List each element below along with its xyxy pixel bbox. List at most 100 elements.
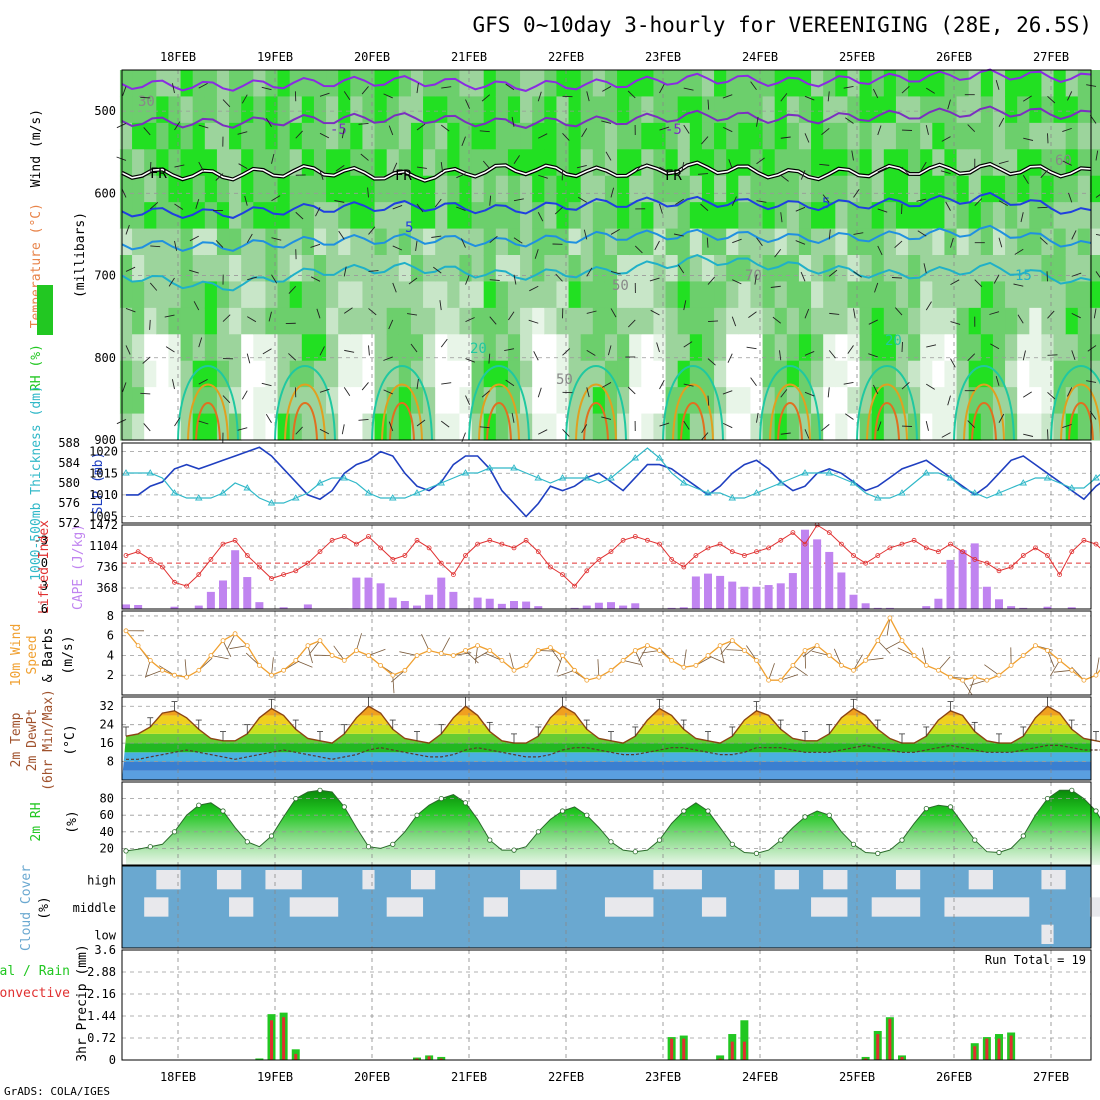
rh-cell bbox=[823, 413, 836, 441]
wind-point bbox=[972, 674, 978, 680]
rh-point bbox=[414, 812, 420, 818]
wind-barb bbox=[416, 123, 426, 131]
wind-barb bbox=[1020, 212, 1024, 223]
wind-barb bbox=[800, 271, 806, 282]
wind-barb bbox=[780, 212, 783, 223]
thickness-point bbox=[995, 489, 1003, 496]
wind-barb bbox=[222, 314, 231, 322]
precip-tick-label: 3.6 bbox=[94, 943, 116, 957]
rh-cell bbox=[253, 70, 267, 98]
rh-cell bbox=[956, 255, 970, 283]
rh-cell bbox=[556, 255, 570, 283]
rh-cell bbox=[811, 413, 824, 441]
rh-cell bbox=[956, 360, 970, 388]
rh-cell bbox=[544, 281, 558, 309]
wind-barb bbox=[316, 308, 321, 319]
wind-point bbox=[669, 658, 674, 663]
rh-cell bbox=[823, 387, 836, 415]
rh-cell bbox=[774, 70, 788, 98]
lifted-point bbox=[256, 564, 262, 570]
wind-barb bbox=[780, 674, 799, 681]
rh-cell bbox=[956, 281, 970, 309]
rh-cell bbox=[265, 175, 279, 203]
rh-cell bbox=[338, 413, 351, 441]
rh-cell bbox=[350, 413, 364, 441]
cloud-clear-patch bbox=[483, 897, 508, 917]
wind-point bbox=[948, 674, 953, 680]
rh-cell bbox=[374, 96, 388, 124]
rh-point bbox=[171, 829, 178, 835]
wind-barb bbox=[198, 161, 204, 172]
rh-cell bbox=[520, 360, 533, 388]
wind-barb bbox=[335, 165, 345, 172]
temperature-frame bbox=[121, 696, 1092, 781]
thickness-point bbox=[485, 464, 494, 471]
date-label-bottom: 19FEB bbox=[257, 1070, 293, 1084]
wind-barb bbox=[198, 337, 203, 348]
wind-barb bbox=[1062, 160, 1072, 166]
rh-cell bbox=[859, 334, 873, 362]
rh-cell bbox=[932, 360, 946, 388]
rh-cell bbox=[1041, 175, 1055, 203]
rh-cell bbox=[398, 122, 412, 150]
wind-barb bbox=[358, 122, 369, 125]
rh-cell bbox=[968, 228, 982, 256]
rh-cell bbox=[956, 149, 970, 177]
lifted-point bbox=[172, 579, 177, 585]
wind-barb bbox=[774, 248, 782, 258]
rh-cell bbox=[641, 96, 655, 124]
rh-cell bbox=[677, 175, 691, 203]
rh-cell bbox=[216, 70, 230, 98]
wind-barb bbox=[554, 206, 563, 215]
wind-point bbox=[390, 672, 396, 678]
plus25-contour bbox=[866, 383, 908, 441]
rh-cell bbox=[520, 70, 533, 98]
rh-point bbox=[365, 844, 372, 850]
rh-cell bbox=[883, 175, 897, 203]
rh-cell bbox=[277, 202, 291, 230]
contour-label: 20 bbox=[470, 341, 487, 357]
rh-cell bbox=[192, 96, 206, 124]
rh-cell bbox=[641, 228, 655, 256]
rh-cell bbox=[1053, 202, 1067, 230]
rh-cell bbox=[265, 228, 279, 256]
rh-cell bbox=[1005, 228, 1018, 256]
wind-barb bbox=[338, 230, 345, 240]
rh-cell bbox=[398, 70, 412, 98]
wind-barb bbox=[1071, 312, 1081, 319]
wind-barb bbox=[333, 645, 345, 661]
lifted-point bbox=[729, 549, 735, 555]
rh-cell bbox=[738, 413, 752, 441]
rh-cell bbox=[435, 413, 448, 441]
rh-cell bbox=[180, 307, 194, 335]
rh-point bbox=[123, 848, 129, 854]
rh2m-axis-label: 2m RH bbox=[29, 802, 44, 841]
wind-barb bbox=[770, 285, 781, 288]
rh-cell bbox=[386, 228, 400, 256]
rh-cell bbox=[520, 413, 533, 441]
wind-barb bbox=[410, 343, 418, 353]
wind-barb bbox=[265, 413, 272, 423]
rh-cell bbox=[374, 360, 388, 388]
rh-cell bbox=[1053, 149, 1067, 177]
rh-cell bbox=[1041, 360, 1055, 388]
wind-barb bbox=[894, 307, 903, 316]
slp-thickness-panel: 1000-500mb Thickness (dm) SLP (mb) 57257… bbox=[29, 385, 1100, 581]
wind-barb bbox=[827, 387, 830, 398]
rh-cell bbox=[629, 281, 642, 309]
wind-barb bbox=[319, 428, 330, 435]
rh-cell bbox=[556, 334, 570, 362]
rh-cell bbox=[229, 360, 242, 388]
cloud-clear-patch bbox=[944, 897, 1030, 917]
rh-cell bbox=[301, 149, 315, 177]
wind-barb bbox=[731, 316, 737, 327]
wind-barb bbox=[1095, 657, 1100, 676]
wind-barb bbox=[334, 200, 345, 203]
cape-bar bbox=[740, 586, 749, 609]
wind-barb bbox=[772, 316, 782, 324]
rh-cell bbox=[132, 122, 145, 150]
rh-cell bbox=[507, 228, 521, 256]
rh-cell bbox=[714, 413, 727, 441]
wind-barb bbox=[974, 279, 983, 288]
rh-cell bbox=[1017, 96, 1030, 124]
